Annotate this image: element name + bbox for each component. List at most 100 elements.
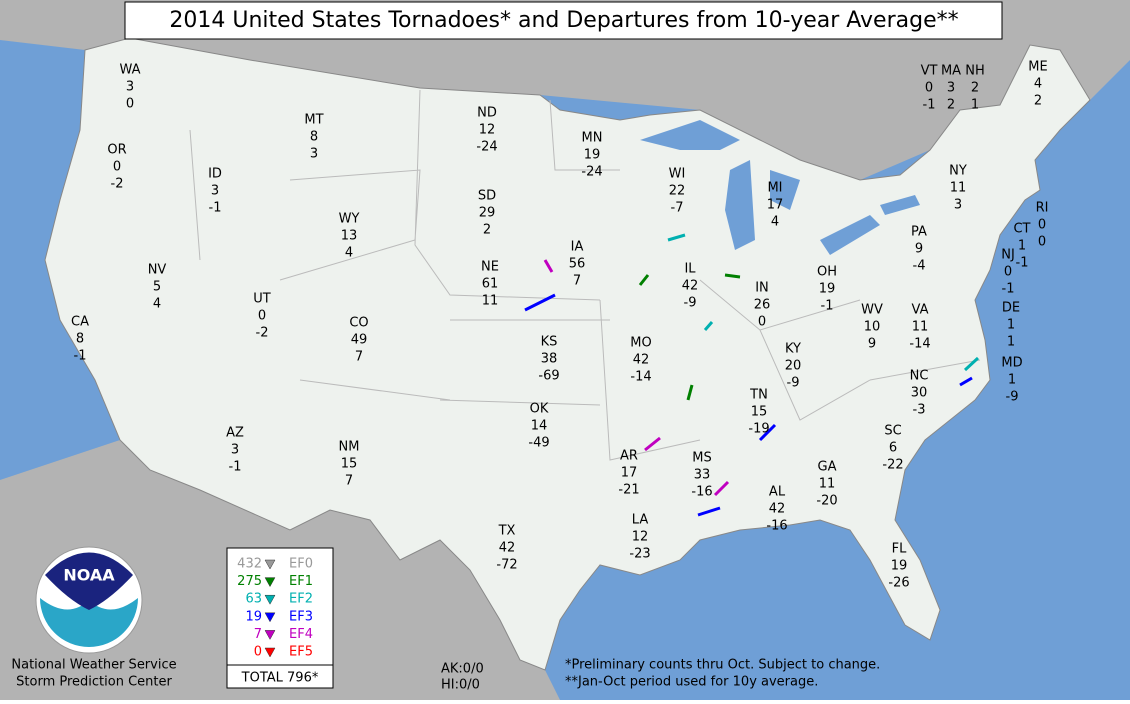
departure: -22 [882,458,903,473]
tornado-count: 10 [864,320,881,335]
departure: 2 [1034,94,1042,109]
state-name: DE [1002,301,1020,316]
departure: -14 [909,337,930,352]
tornado-count: 15 [341,457,358,472]
state-name: MT [304,113,323,128]
legend-symbol [264,577,276,588]
tornado-count: 26 [754,298,771,313]
state-name: VA [912,303,929,318]
departure: -16 [766,519,787,534]
legend-symbol [264,647,276,658]
departure: -1 [923,98,936,113]
tornado-count: 30 [911,386,928,401]
state-name: UT [253,292,271,307]
state-name: AZ [226,426,244,441]
tornado-count: 15 [751,405,768,420]
tornado-count: 17 [767,198,784,213]
noaa-logo: NOAA [35,546,143,654]
departure: -7 [671,201,684,216]
legend-count: 432 [237,557,262,572]
departure: 7 [355,350,363,365]
state-name: ND [477,106,497,121]
tornado-count: 11 [912,320,929,335]
state-name: ID [208,167,222,182]
legend-label: EF1 [289,574,313,589]
departure: 2 [483,223,491,238]
tornado-count: 3 [947,81,955,96]
tornado-count: 14 [531,419,548,434]
legend: 432 EF0 275 EF1 63 EF2 19 EF3 7 EF4 0 EF5 [237,557,313,660]
state-name: IN [755,281,769,296]
state-name: GA [818,460,837,475]
tornado-count: 42 [633,353,650,368]
state-borders [189,89,981,461]
departure: -9 [1006,390,1019,405]
state-name: NH [965,64,985,79]
departure: 1 [1007,335,1015,350]
state-name: TX [498,524,516,539]
great-lakes [640,120,920,255]
tornado-count: 1 [1008,373,1016,388]
state-name: IL [684,262,696,277]
departure: -16 [691,485,712,500]
legend-total: TOTAL 796* [241,671,319,686]
departure: -72 [496,558,517,573]
legend-count: 0 [254,645,262,660]
state-name: CT [1013,222,1030,237]
state-name: IA [571,240,584,255]
state-name: CO [349,316,368,331]
state-name: MS [692,451,711,466]
tornado-count: 0 [1038,218,1046,233]
departure: -20 [816,494,837,509]
tornado-count: 9 [915,242,923,257]
credit: National Weather Service [11,658,176,673]
departure: 3 [310,147,318,162]
departure: -1 [229,460,242,475]
other-count: HI:0/0 [441,678,480,693]
tornado-count: 13 [341,229,358,244]
departure: -19 [748,422,769,437]
departure: 4 [153,297,161,312]
tornado-count: 61 [482,277,499,292]
state-name: TN [749,388,768,403]
departure: -23 [629,547,650,562]
tornado-count: 11 [950,181,967,196]
departure: 0 [1038,235,1046,250]
title-box [124,1,1003,40]
state-name: AR [620,449,638,464]
tornado-count: 19 [584,148,601,163]
state-name: OK [530,402,549,417]
departure: 2 [947,98,955,113]
state-name: ME [1028,60,1047,75]
tornado-count: 42 [499,541,516,556]
state-name: KS [541,335,558,350]
tornado-count: 12 [632,530,649,545]
tornado-count: 8 [76,332,84,347]
tornado-count: 6 [889,441,897,456]
state-name: SD [478,189,496,204]
legend-label: EF0 [289,557,313,572]
tornado-count: 29 [479,206,496,221]
tornado-count: 19 [891,559,908,574]
legend-count: 275 [237,574,262,589]
tornado-count: 12 [479,123,496,138]
tornado-count: 38 [541,352,558,367]
departure: -14 [630,370,651,385]
state-name: PA [911,225,927,240]
tornado-count: 42 [769,502,786,517]
state-name: CA [71,315,89,330]
tornado-count: 0 [113,160,121,175]
other-count: AK:0/0 [441,662,484,677]
tornado-count: 42 [682,279,699,294]
state-name: WY [339,212,360,227]
state-name: OH [817,265,837,280]
tornado-tracks [524,233,980,517]
departure: -49 [528,436,549,451]
us-land [44,37,1091,671]
state-name: NC [910,369,929,384]
legend-label: EF5 [289,645,313,660]
departure: 4 [345,246,353,261]
state-name: RI [1036,201,1049,216]
tornado-count: 3 [211,184,219,199]
